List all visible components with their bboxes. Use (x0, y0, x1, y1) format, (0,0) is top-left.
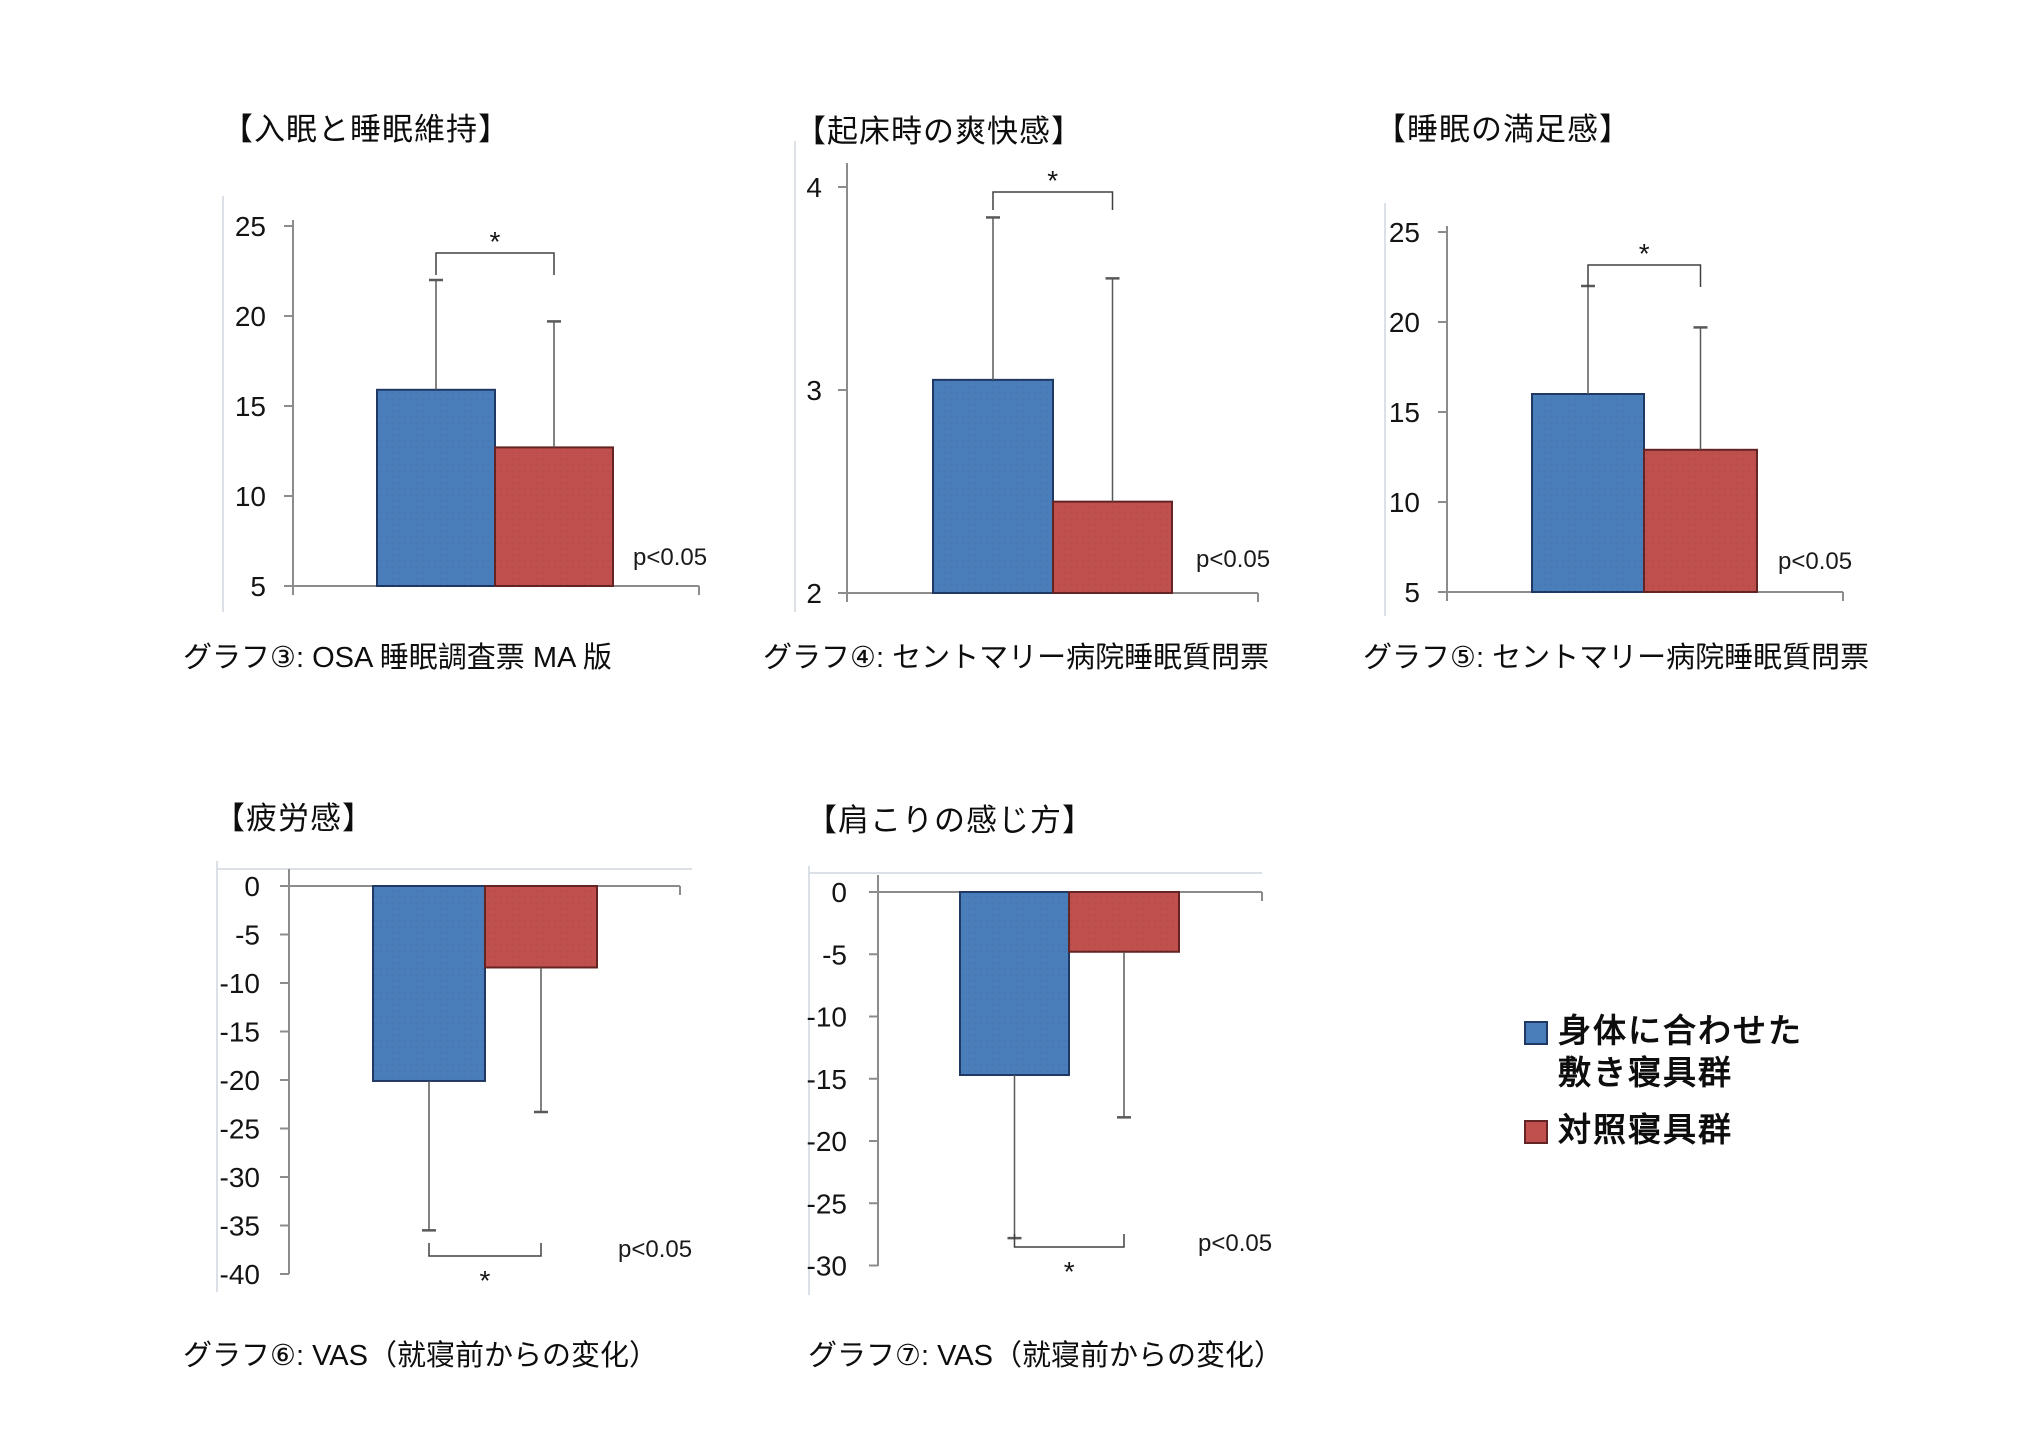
y-tick-label: -15 (220, 1017, 260, 1048)
y-tick-label: 25 (1389, 217, 1420, 248)
p-value-graph4: p<0.05 (1196, 546, 1271, 573)
significance-bracket (992, 191, 1114, 210)
y-tick-label: -25 (807, 1188, 847, 1219)
bar-texture (485, 886, 597, 968)
y-tick-label: -15 (807, 1064, 847, 1095)
significance-marker: * (1639, 238, 1650, 269)
y-tick-label: -5 (235, 920, 260, 951)
chart-graph5: 25 20 15 10 5 * (1384, 203, 1844, 616)
caption-graph6: グラフ⑥: VAS（就寝前からの変化） (183, 1340, 658, 1372)
chart-title-graph4: 【起床時の爽快感】 (795, 114, 1083, 149)
significance-bracket (1587, 264, 1702, 287)
legend-swatch-control-bedding (1524, 1120, 1548, 1144)
caption-graph3: グラフ③: OSA 睡眠調査票 MA 版 (183, 642, 612, 674)
chart-title-graph5: 【睡眠の満足感】 (1375, 112, 1631, 147)
legend-label-fitted-line1: 身体に合わせた (1558, 1012, 1803, 1049)
legend-label-fitted-line2: 敷き寝具群 (1558, 1054, 1733, 1091)
y-tick-label: 3 (806, 375, 822, 406)
chart-title-graph7: 【肩こりの感じ方】 (806, 803, 1094, 838)
y-tick-label: -25 (220, 1114, 260, 1145)
bar-texture (377, 389, 495, 586)
y-tick-label: 10 (235, 481, 266, 512)
y-tick-label: 0 (831, 877, 847, 908)
significance-marker: * (480, 1265, 491, 1296)
y-tick-label: 20 (235, 301, 266, 332)
bar-texture (1644, 449, 1757, 592)
p-value-graph5: p<0.05 (1778, 548, 1853, 575)
bar-texture (495, 447, 613, 586)
significance-bracket (428, 1243, 542, 1257)
y-tick-label: 10 (1389, 487, 1420, 518)
bar-texture (960, 892, 1069, 1076)
chart-title-graph3: 【入眠と睡眠維持】 (222, 112, 510, 147)
chart-title-graph6: 【疲労感】 (214, 801, 374, 836)
y-tick-label: 0 (244, 871, 260, 902)
p-value-graph3: p<0.05 (633, 544, 708, 571)
y-tick-label: -20 (220, 1065, 260, 1096)
y-tick-label: 5 (1404, 577, 1420, 608)
chart-graph3: 25 20 15 10 5 * (222, 196, 700, 612)
bar-texture (373, 886, 485, 1081)
chart-graph6: 0 -5 -10 -15 -20 -25 -30 -35 -40 * (216, 861, 692, 1296)
y-tick-label: -40 (220, 1259, 260, 1290)
legend-swatch-fitted-bedding (1524, 1021, 1548, 1045)
caption-graph7: グラフ⑦: VAS（就寝前からの変化） (808, 1340, 1283, 1372)
chart-graph7: 0 -5 -10 -15 -20 -25 -30 * (807, 866, 1263, 1295)
bar-texture (1532, 394, 1644, 592)
y-tick-label: 2 (806, 578, 822, 609)
significance-marker: * (1064, 1256, 1075, 1287)
legend-label-control: 対照寝具群 (1558, 1111, 1733, 1148)
y-tick-label: -35 (220, 1211, 260, 1242)
y-tick-label: -20 (807, 1126, 847, 1157)
bar-texture (933, 379, 1053, 593)
y-tick-label: 5 (250, 571, 266, 602)
caption-graph5: グラフ⑤: セントマリー病院睡眠質問票 (1363, 642, 1870, 674)
significance-marker: * (1047, 165, 1058, 196)
y-tick-label: -5 (822, 939, 847, 970)
chart-graph4: 4 3 2 * (794, 141, 1259, 612)
y-tick-label: -10 (807, 1002, 847, 1033)
p-value-graph7: p<0.05 (1198, 1230, 1273, 1257)
significance-marker: * (490, 226, 501, 257)
y-tick-label: -30 (220, 1162, 260, 1193)
caption-graph4: グラフ④: セントマリー病院睡眠質問票 (763, 642, 1270, 674)
bar-texture (1053, 501, 1172, 593)
y-tick-label: 20 (1389, 307, 1420, 338)
y-tick-label: -30 (807, 1251, 847, 1282)
y-tick-label: -10 (220, 968, 260, 999)
significance-bracket (1013, 1234, 1125, 1248)
y-tick-label: 15 (235, 391, 266, 422)
y-tick-label: 4 (806, 172, 822, 203)
bar-texture (1069, 892, 1179, 952)
significance-bracket (435, 252, 555, 275)
y-tick-label: 15 (1389, 397, 1420, 428)
y-tick-label: 25 (235, 211, 266, 242)
p-value-graph6: p<0.05 (618, 1236, 693, 1263)
